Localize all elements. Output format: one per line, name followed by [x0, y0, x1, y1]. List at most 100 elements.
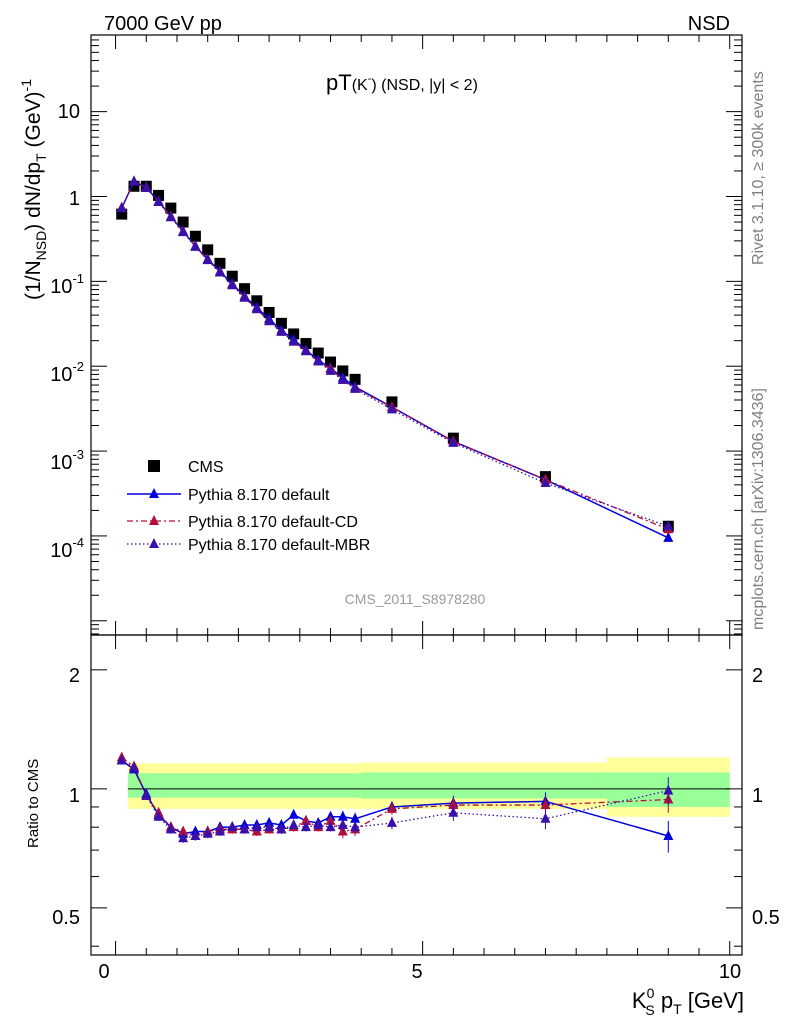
header-process: NSD: [688, 13, 730, 35]
cms-data-point: [202, 244, 214, 256]
ratio-data-point: [251, 821, 262, 832]
mc-data-point: [202, 254, 213, 265]
ratio-uncertainty-bands: [127, 757, 730, 817]
analysis-label: CMS_2011_S8978280: [345, 591, 486, 607]
y-tick-label: 10: [58, 101, 80, 123]
cms-data-point: [214, 257, 226, 269]
mc-data-point: [663, 520, 674, 531]
mc-data-point: [663, 531, 674, 542]
mc-data-point: [448, 436, 459, 447]
band-inner: [361, 772, 607, 799]
mc-data-point: [251, 303, 262, 314]
legend-label: Pythia 8.170 default-MBR: [188, 537, 370, 554]
mc-data-point: [540, 477, 551, 488]
mc-data-point: [153, 196, 164, 207]
cms-data-point: [349, 373, 361, 385]
mc-data-point: [214, 266, 225, 277]
ratio-data-point: [448, 799, 459, 810]
ratio-data-point: [214, 825, 225, 836]
y-axis-label-main: (1/NNSD) dN/dpT (GeV)-1: [18, 79, 49, 300]
ratio-data-point: [165, 823, 176, 834]
ratio-data-point: [300, 821, 311, 832]
cms-data-point: [251, 295, 263, 307]
ratio-data-point: [128, 761, 139, 772]
legend-label: Pythia 8.170 default: [188, 487, 330, 504]
ratio-tick-label: 0.5: [52, 907, 80, 929]
cms-data-point: [189, 230, 201, 242]
legend-label: CMS: [188, 459, 224, 476]
legend-marker-cd: [149, 515, 159, 525]
cms-data-point: [337, 365, 349, 377]
ratio-data-point: [227, 821, 238, 832]
ratio-data-point: [386, 816, 397, 827]
cms-data-point: [165, 202, 177, 214]
x-tick-label: 0: [98, 961, 109, 983]
series-line-ratio: [121, 759, 669, 837]
ratio-data-point: [239, 823, 250, 834]
ratio-data-point: [116, 754, 127, 765]
y-tick-label: 10-4: [50, 535, 84, 562]
axis-ticks: [91, 34, 742, 955]
y-tick-label: 1: [69, 188, 80, 210]
mc-data-point: [227, 279, 238, 290]
cms-data-point: [325, 356, 337, 368]
legend-marker-mbr: [149, 538, 159, 548]
ratio-data-point: [190, 829, 201, 840]
mc-data-point: [325, 364, 336, 375]
ratio-data-point: [178, 832, 189, 843]
ratio-data-point: [288, 808, 299, 819]
header-energy: 7000 GeV pp: [104, 13, 222, 35]
series-line-ratio: [121, 757, 669, 837]
cms-data-point: [275, 317, 287, 329]
mc-data-point: [128, 175, 139, 186]
ratio-data-point: [540, 799, 551, 810]
mc-data-point: [337, 373, 348, 384]
cms-data-point: [116, 208, 128, 220]
main-plot-series: [116, 175, 674, 542]
y-tick-label: 10-2: [50, 359, 84, 386]
legend-label: Pythia 8.170 default-CD: [188, 514, 358, 531]
ratio-tick-label: 2: [69, 665, 80, 687]
y-axis-label-ratio: Ratio to CMS: [25, 759, 42, 848]
x-tick-label: 5: [411, 961, 422, 983]
mc-data-point: [264, 315, 275, 326]
mc-data-point: [178, 226, 189, 237]
cms-data-point: [312, 347, 324, 359]
cms-data-point: [263, 306, 275, 318]
mc-data-point: [313, 355, 324, 366]
mc-data-point: [165, 211, 176, 222]
ratio-data-point: [178, 825, 189, 836]
rivet-info: Rivet 3.1.10, ≥ 300k events: [750, 71, 767, 265]
series-line-main: [121, 180, 669, 530]
cms-data-point: [300, 338, 312, 350]
ratio-data-point: [663, 829, 674, 840]
ratio-data-point: [337, 819, 348, 830]
ratio-tick-label: 1: [69, 785, 80, 807]
ratio-data-point: [264, 821, 275, 832]
ratio-tick-label-right: 2: [752, 665, 763, 687]
y-tick-label: 10-3: [50, 447, 84, 474]
ratio-data-point: [313, 819, 324, 830]
legend-marker-default: [149, 488, 159, 498]
ratio-data-point: [386, 802, 397, 813]
mc-data-point: [239, 291, 250, 302]
ratio-data-point: [325, 814, 336, 825]
ratio-data-point: [153, 810, 164, 821]
mcplots-info: mcplots.cern.ch [arXiv:1306.3436]: [750, 388, 767, 630]
x-tick-label: 10: [719, 961, 741, 983]
ratio-data-point: [448, 806, 459, 817]
mc-data-point: [300, 345, 311, 356]
ratio-tick-label-right: 0.5: [752, 907, 780, 929]
y-tick-label: 10-1: [50, 271, 84, 298]
ratio-data-point: [300, 814, 311, 825]
legend: CMS Pythia 8.170 default Pythia 8.170 de…: [127, 459, 370, 554]
cms-data-point: [226, 270, 238, 282]
series-line-main: [121, 180, 669, 539]
mc-data-point: [276, 325, 287, 336]
x-axis-label: K0 S pT [GeV]: [632, 985, 744, 1018]
ratio-data-point: [276, 823, 287, 834]
ratio-data-point: [141, 789, 152, 800]
mc-data-point: [288, 335, 299, 346]
cms-data-point: [128, 180, 140, 192]
